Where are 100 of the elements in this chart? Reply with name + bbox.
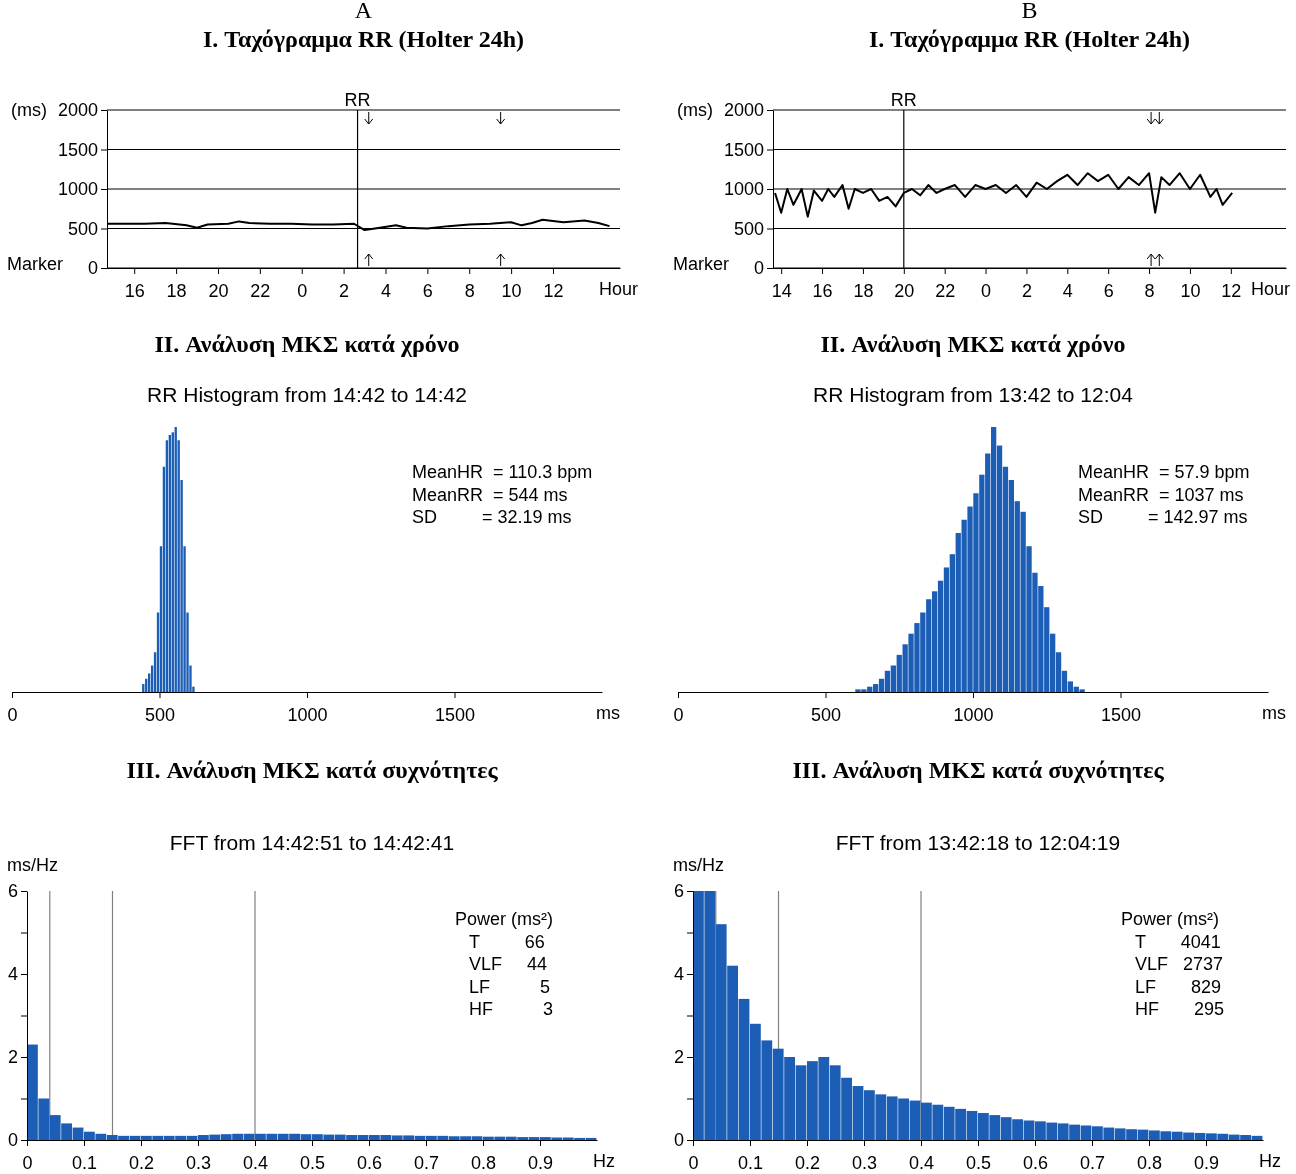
y-axis-title: (ms): [11, 100, 47, 120]
annotation: SD = 142.97 ms: [1078, 507, 1248, 527]
y-tick-label: 4: [7, 964, 18, 985]
y-tick-label: 2000: [723, 100, 764, 121]
x-tick-label: 12: [543, 280, 564, 301]
y-tick-label: 0: [673, 1130, 684, 1151]
y-axis-title: (ms): [677, 100, 713, 120]
y-tick-label: 1500: [57, 139, 98, 160]
x-tick-label: 4: [380, 280, 391, 301]
text: B: [1021, 0, 1038, 23]
annotation: VLF 2737: [1135, 954, 1224, 974]
x-tick-label: 0.1: [71, 1152, 98, 1173]
x-tick-label: 0.3: [185, 1152, 212, 1173]
text: Marker: [672, 254, 729, 274]
y-tick-label: 2: [673, 1047, 684, 1068]
x-axis-title: ms: [1262, 703, 1286, 723]
chart-title: II. Ανάλυση ΜΚΣ κατά χρόνο: [820, 331, 1126, 357]
annotation: Power (ms²): [1121, 909, 1219, 929]
x-axis-title: Hz: [1259, 1151, 1281, 1171]
annotation: SD = 32.19 ms: [412, 507, 572, 527]
x-tick-label: 16: [124, 280, 145, 301]
x-axis-title: ms: [596, 703, 620, 723]
x-tick-label: 22: [250, 280, 271, 301]
y-axis-title: ms/Hz: [673, 855, 724, 875]
x-tick-label: 0.1: [737, 1152, 764, 1173]
y-axis-title: ms/Hz: [7, 855, 58, 875]
x-tick-label: 10: [501, 280, 522, 301]
x-tick-label: 2: [1021, 280, 1032, 301]
y-tick-label: 2: [7, 1047, 18, 1068]
x-tick-label: 1500: [1100, 704, 1142, 725]
x-tick-label: 0.3: [851, 1152, 878, 1173]
chart-subtitle: RR Histogram from 13:42 to 12:04: [813, 383, 1134, 406]
x-tick-label: 0.8: [1136, 1152, 1163, 1173]
y-tick-label: 0: [87, 258, 98, 279]
ref-line-label: RR: [890, 90, 917, 110]
annotation: VLF 44: [469, 954, 548, 974]
x-tick-label: 0.8: [470, 1152, 497, 1173]
x-tick-label: 0.5: [299, 1152, 326, 1173]
x-tick-label: 4: [1062, 280, 1073, 301]
x-tick-label: 22: [935, 280, 956, 301]
x-tick-label: 20: [894, 280, 915, 301]
x-tick-label: 1000: [287, 704, 328, 725]
y-tick-label: 1000: [723, 179, 764, 200]
annotation: LF 829: [1135, 976, 1222, 997]
chart-title: I. Ταχόγραμμα RR (Holter 24h): [868, 26, 1191, 52]
x-tick-label: 0.9: [527, 1152, 554, 1173]
x-tick-label: 1000: [953, 704, 994, 725]
x-tick-label: 0.4: [242, 1152, 269, 1173]
x-tick-label: 12: [1221, 280, 1242, 301]
x-tick-label: 8: [1144, 280, 1155, 301]
x-tick-label: 6: [1103, 280, 1114, 301]
annotation: MeanHR = 110.3 bpm: [412, 462, 593, 482]
x-tick-label: 0.7: [1079, 1152, 1106, 1173]
chart-title: I. Ταχόγραμμα RR (Holter 24h): [202, 26, 525, 52]
y-tick-label: 500: [67, 218, 98, 239]
annotation: HF 295: [1135, 999, 1225, 1019]
x-tick-label: 20: [208, 280, 229, 301]
y-tick-label: 6: [673, 881, 684, 902]
x-tick-label: 0.4: [908, 1152, 935, 1173]
chart-title: II. Ανάλυση ΜΚΣ κατά χρόνο: [154, 331, 460, 357]
x-tick-label: 10: [1180, 280, 1201, 301]
y-tick-label: 0: [7, 1130, 18, 1151]
annotation: T 4041: [1135, 931, 1221, 952]
chart-subtitle: FFT from 13:42:18 to 12:04:19: [835, 831, 1121, 854]
chart-subtitle: RR Histogram from 14:42 to 14:42: [147, 383, 467, 406]
x-tick-label: 0.7: [413, 1152, 440, 1173]
x-tick-label: 8: [464, 280, 475, 301]
text: A: [354, 0, 373, 23]
x-tick-label: 18: [853, 280, 874, 301]
annotation: T 66: [469, 931, 545, 952]
x-axis-title: Hour: [598, 279, 638, 299]
x-tick-label: 16: [812, 280, 833, 301]
x-tick-label: 14: [771, 280, 792, 301]
x-tick-label: 0: [688, 1152, 699, 1173]
y-tick-label: 2000: [57, 100, 98, 121]
chart-title: III. Ανάλυση ΜΚΣ κατά συχνότητες: [126, 757, 499, 783]
x-tick-label: 1500: [434, 704, 476, 725]
x-tick-label: 0: [981, 280, 992, 301]
x-axis-title: Hour: [1250, 279, 1290, 299]
x-axis-title: Hz: [593, 1151, 615, 1171]
x-tick-label: 500: [144, 704, 176, 725]
y-tick-label: 0: [753, 258, 764, 279]
y-tick-label: 500: [733, 218, 764, 239]
x-tick-label: 0.6: [1022, 1152, 1049, 1173]
x-tick-label: 2: [339, 280, 350, 301]
annotation: MeanRR = 1037 ms: [1078, 484, 1244, 505]
ref-line-label: RR: [344, 90, 371, 110]
x-tick-label: 0.5: [965, 1152, 992, 1173]
chart-title: III. Ανάλυση ΜΚΣ κατά συχνότητες: [792, 757, 1165, 783]
x-tick-label: 500: [810, 704, 842, 725]
x-tick-label: 18: [166, 280, 187, 301]
y-tick-label: 4: [673, 964, 684, 985]
x-tick-label: 0.2: [128, 1152, 155, 1173]
x-tick-label: 0.2: [794, 1152, 821, 1173]
chart-subtitle: FFT from 14:42:51 to 14:42:41: [169, 831, 455, 854]
text: Marker: [6, 254, 63, 274]
y-tick-label: 6: [7, 881, 18, 902]
y-tick-label: 1000: [57, 179, 98, 200]
x-tick-label: 0: [297, 280, 308, 301]
y-tick-label: 1500: [723, 139, 764, 160]
